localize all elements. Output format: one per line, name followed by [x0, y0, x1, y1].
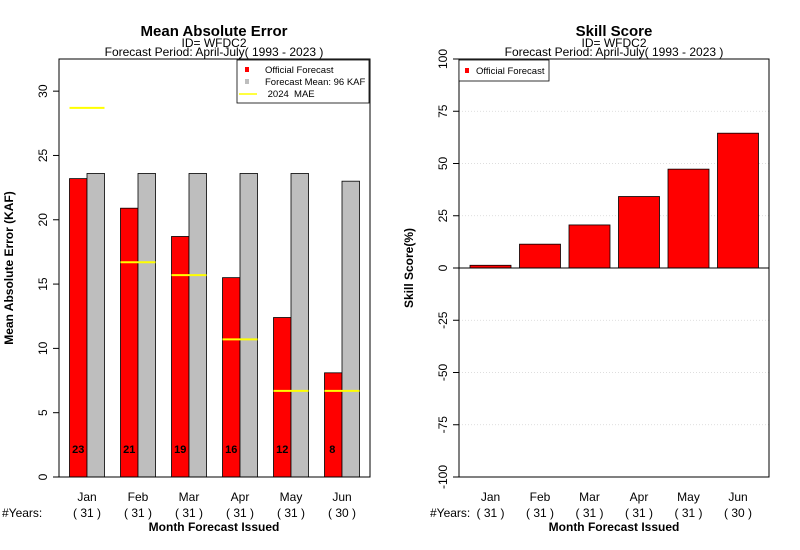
mae-chart-title: Mean Absolute Error — [141, 23, 288, 40]
mae-bar-official — [69, 178, 88, 478]
mae-bar-labels: 23 21 19 16 12 8 — [72, 444, 335, 456]
skill-legend-swatch-official — [465, 68, 469, 73]
mae-bar-label: 21 — [123, 444, 135, 456]
skill-years-label: #Years: — [430, 506, 470, 520]
mae-legend-2024: 2024 MAE — [265, 89, 315, 100]
mae-chart-period: Forecast Period: April-July( 1993 - 2023… — [105, 45, 324, 59]
mae-legend-mean: Forecast Mean: 96 KAF — [265, 77, 366, 88]
skill-y-tick-label: -75 — [436, 416, 450, 434]
mae-chart-id: ID= WFDC2 — [181, 36, 246, 50]
mae-bar-label: 12 — [276, 444, 288, 456]
skill-years-count: ( 31 ) — [575, 506, 603, 520]
mae-x-axis-title: Month Forecast Issued — [149, 520, 280, 534]
skill-x-tick-label: Feb — [530, 490, 551, 504]
skill-y-tick-label: -100 — [436, 465, 450, 489]
skill-y-tick-label: -25 — [436, 311, 450, 329]
skill-legend-box — [458, 59, 550, 82]
mae-bar-mean — [86, 173, 105, 478]
skill-plot-frame — [458, 58, 770, 478]
mae-years-count: ( 31 ) — [73, 506, 101, 520]
mae-legend-swatch-mean — [245, 79, 249, 84]
skill-years-count: ( 30 ) — [724, 506, 752, 520]
mae-bar-label: 19 — [174, 444, 186, 456]
skill-y-axis: -100 -75 -50 -25 0 25 50 75 100 — [436, 49, 459, 489]
mae-y-tick-label: 10 — [36, 341, 50, 355]
skill-y-tick-label: 75 — [436, 104, 450, 118]
mae-bar-official — [120, 207, 139, 478]
mae-x-tick-label: Apr — [231, 490, 250, 504]
skill-years-count: ( 31 ) — [476, 506, 504, 520]
mae-y-tick-label: 0 — [36, 473, 50, 480]
mae-y-tick-label: 5 — [36, 409, 50, 416]
skill-bar-official — [519, 243, 561, 269]
mae-legend: Official Forecast Forecast Mean: 96 KAF … — [236, 59, 370, 104]
mae-years-count: ( 31 ) — [124, 506, 152, 520]
skill-bar-official — [568, 224, 611, 269]
mae-bar-official — [171, 236, 190, 478]
skill-bar-official — [717, 132, 759, 269]
mae-years-count: ( 30 ) — [328, 506, 356, 520]
mae-years-count: ( 31 ) — [277, 506, 305, 520]
skill-y-axis-title: Skill Score(%) — [402, 228, 416, 308]
skill-y-tick-label: 0 — [436, 264, 450, 271]
skill-x-axis-title: Month Forecast Issued — [549, 520, 680, 534]
mae-bar-official — [324, 372, 343, 478]
mae-bar-mean — [188, 173, 207, 478]
mae-x-tick-label: Jan — [77, 490, 96, 504]
mae-x-tick-label: Feb — [128, 490, 149, 504]
skill-y-tick-label: 50 — [436, 157, 450, 171]
mae-plot-frame — [58, 58, 371, 478]
skill-bar-official — [618, 196, 660, 269]
skill-x-tick-label: Apr — [630, 490, 649, 504]
mae-y-tick-label: 25 — [36, 148, 50, 162]
mae-bar-mean — [290, 173, 309, 478]
mae-x-tick-label: May — [280, 490, 303, 504]
mae-x-axis: Jan ( 31 ) Feb ( 31 ) Mar ( 31 ) Apr ( 31 ) May (… — [73, 490, 356, 520]
skill-chart: Skill Score ID= WFDC2 Forecast Period: A… — [402, 23, 770, 534]
skill-x-tick-label: Mar — [579, 490, 600, 504]
mae-chart: Mean Absolute Error ID= WFDC2 Forecast P… — [2, 23, 371, 534]
mae-bars — [69, 173, 360, 478]
skill-legend: Official Forecast — [458, 59, 550, 82]
skill-chart-period: Forecast Period: April-July( 1993 - 2023… — [505, 45, 724, 59]
skill-y-tick-label: -50 — [436, 364, 450, 382]
skill-bar-official — [667, 168, 710, 269]
skill-x-tick-label: Jan — [481, 490, 500, 504]
mae-y-axis: 0 5 10 15 20 25 30 — [36, 84, 59, 480]
mae-years-count: ( 31 ) — [175, 506, 203, 520]
skill-x-tick-label: Jun — [728, 490, 747, 504]
skill-bars — [469, 132, 759, 269]
skill-y-tick-label: 100 — [436, 49, 450, 69]
mae-y-axis-title: Mean Absolute Error (KAF) — [2, 191, 16, 345]
skill-years-count: ( 31 ) — [526, 506, 554, 520]
mae-bar-mean — [239, 173, 258, 478]
mae-x-tick-label: Mar — [179, 490, 200, 504]
skill-chart-title: Skill Score — [576, 23, 653, 40]
skill-years-count: ( 31 ) — [674, 506, 702, 520]
skill-years-count: ( 31 ) — [625, 506, 653, 520]
mae-bar-label: 8 — [329, 444, 335, 456]
skill-legend-official: Official Forecast — [476, 66, 545, 77]
mae-2024-lines — [69, 106, 360, 392]
skill-y-tick-label: 25 — [436, 209, 450, 223]
mae-y-tick-label: 15 — [36, 277, 50, 291]
mae-y-tick-label: 20 — [36, 213, 50, 227]
mae-legend-box — [236, 59, 370, 104]
mae-legend-swatch-official — [245, 67, 249, 72]
skill-chart-id: ID= WFDC2 — [581, 36, 646, 50]
skill-x-axis: Jan ( 31 ) Feb ( 31 ) Mar ( 31 ) Apr ( 31 ) May (… — [476, 490, 752, 520]
mae-x-tick-label: Jun — [332, 490, 351, 504]
mae-bar-label: 23 — [72, 444, 84, 456]
mae-years-count: ( 31 ) — [226, 506, 254, 520]
mae-bar-mean — [137, 173, 156, 478]
mae-years-label: #Years: — [2, 506, 42, 520]
mae-bar-mean — [341, 180, 360, 478]
mae-bar-label: 16 — [225, 444, 237, 456]
skill-x-tick-label: May — [677, 490, 700, 504]
mae-y-tick-label: 30 — [36, 84, 50, 98]
mae-legend-official: Official Forecast — [265, 65, 334, 76]
